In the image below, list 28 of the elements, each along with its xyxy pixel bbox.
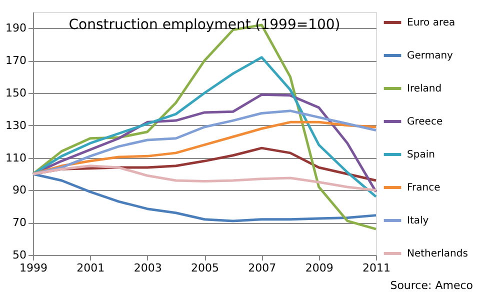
x-tick-label: 2011 xyxy=(362,262,390,274)
y-tick-label: 110 xyxy=(6,151,26,164)
x-tick-label: 2005 xyxy=(191,262,219,274)
legend-label: Greece xyxy=(407,116,443,128)
line-series xyxy=(32,164,378,192)
x-tick-label: 2001 xyxy=(76,262,105,274)
legend-label: Italy xyxy=(407,216,429,226)
chart-title: Construction employment (1999=100) xyxy=(68,17,340,33)
legend-label: Germany xyxy=(407,50,454,62)
y-tick-label: 130 xyxy=(6,118,26,132)
x-tick-label: 2009 xyxy=(305,262,334,274)
legend-label: Ireland xyxy=(407,84,442,94)
legend-label: Netherlands xyxy=(407,248,468,260)
legend-label: France xyxy=(407,182,440,194)
y-tick-label: 50 xyxy=(12,248,26,262)
line-series xyxy=(32,172,378,222)
line-series xyxy=(32,56,378,198)
y-tick-label: 70 xyxy=(12,216,26,230)
source-note: Source: Ameco xyxy=(390,279,474,292)
legend-label: Euro area xyxy=(407,18,456,28)
x-tick-label: 2007 xyxy=(248,262,276,274)
y-tick-label: 170 xyxy=(6,54,26,68)
x-tick-label: 2003 xyxy=(134,262,162,274)
y-tick-label: 90 xyxy=(12,184,26,197)
y-tick-label: 190 xyxy=(6,22,26,35)
y-tick-label: 150 xyxy=(6,86,26,100)
legend-label: Spain xyxy=(407,150,435,160)
x-tick-label: 1999 xyxy=(20,262,48,274)
